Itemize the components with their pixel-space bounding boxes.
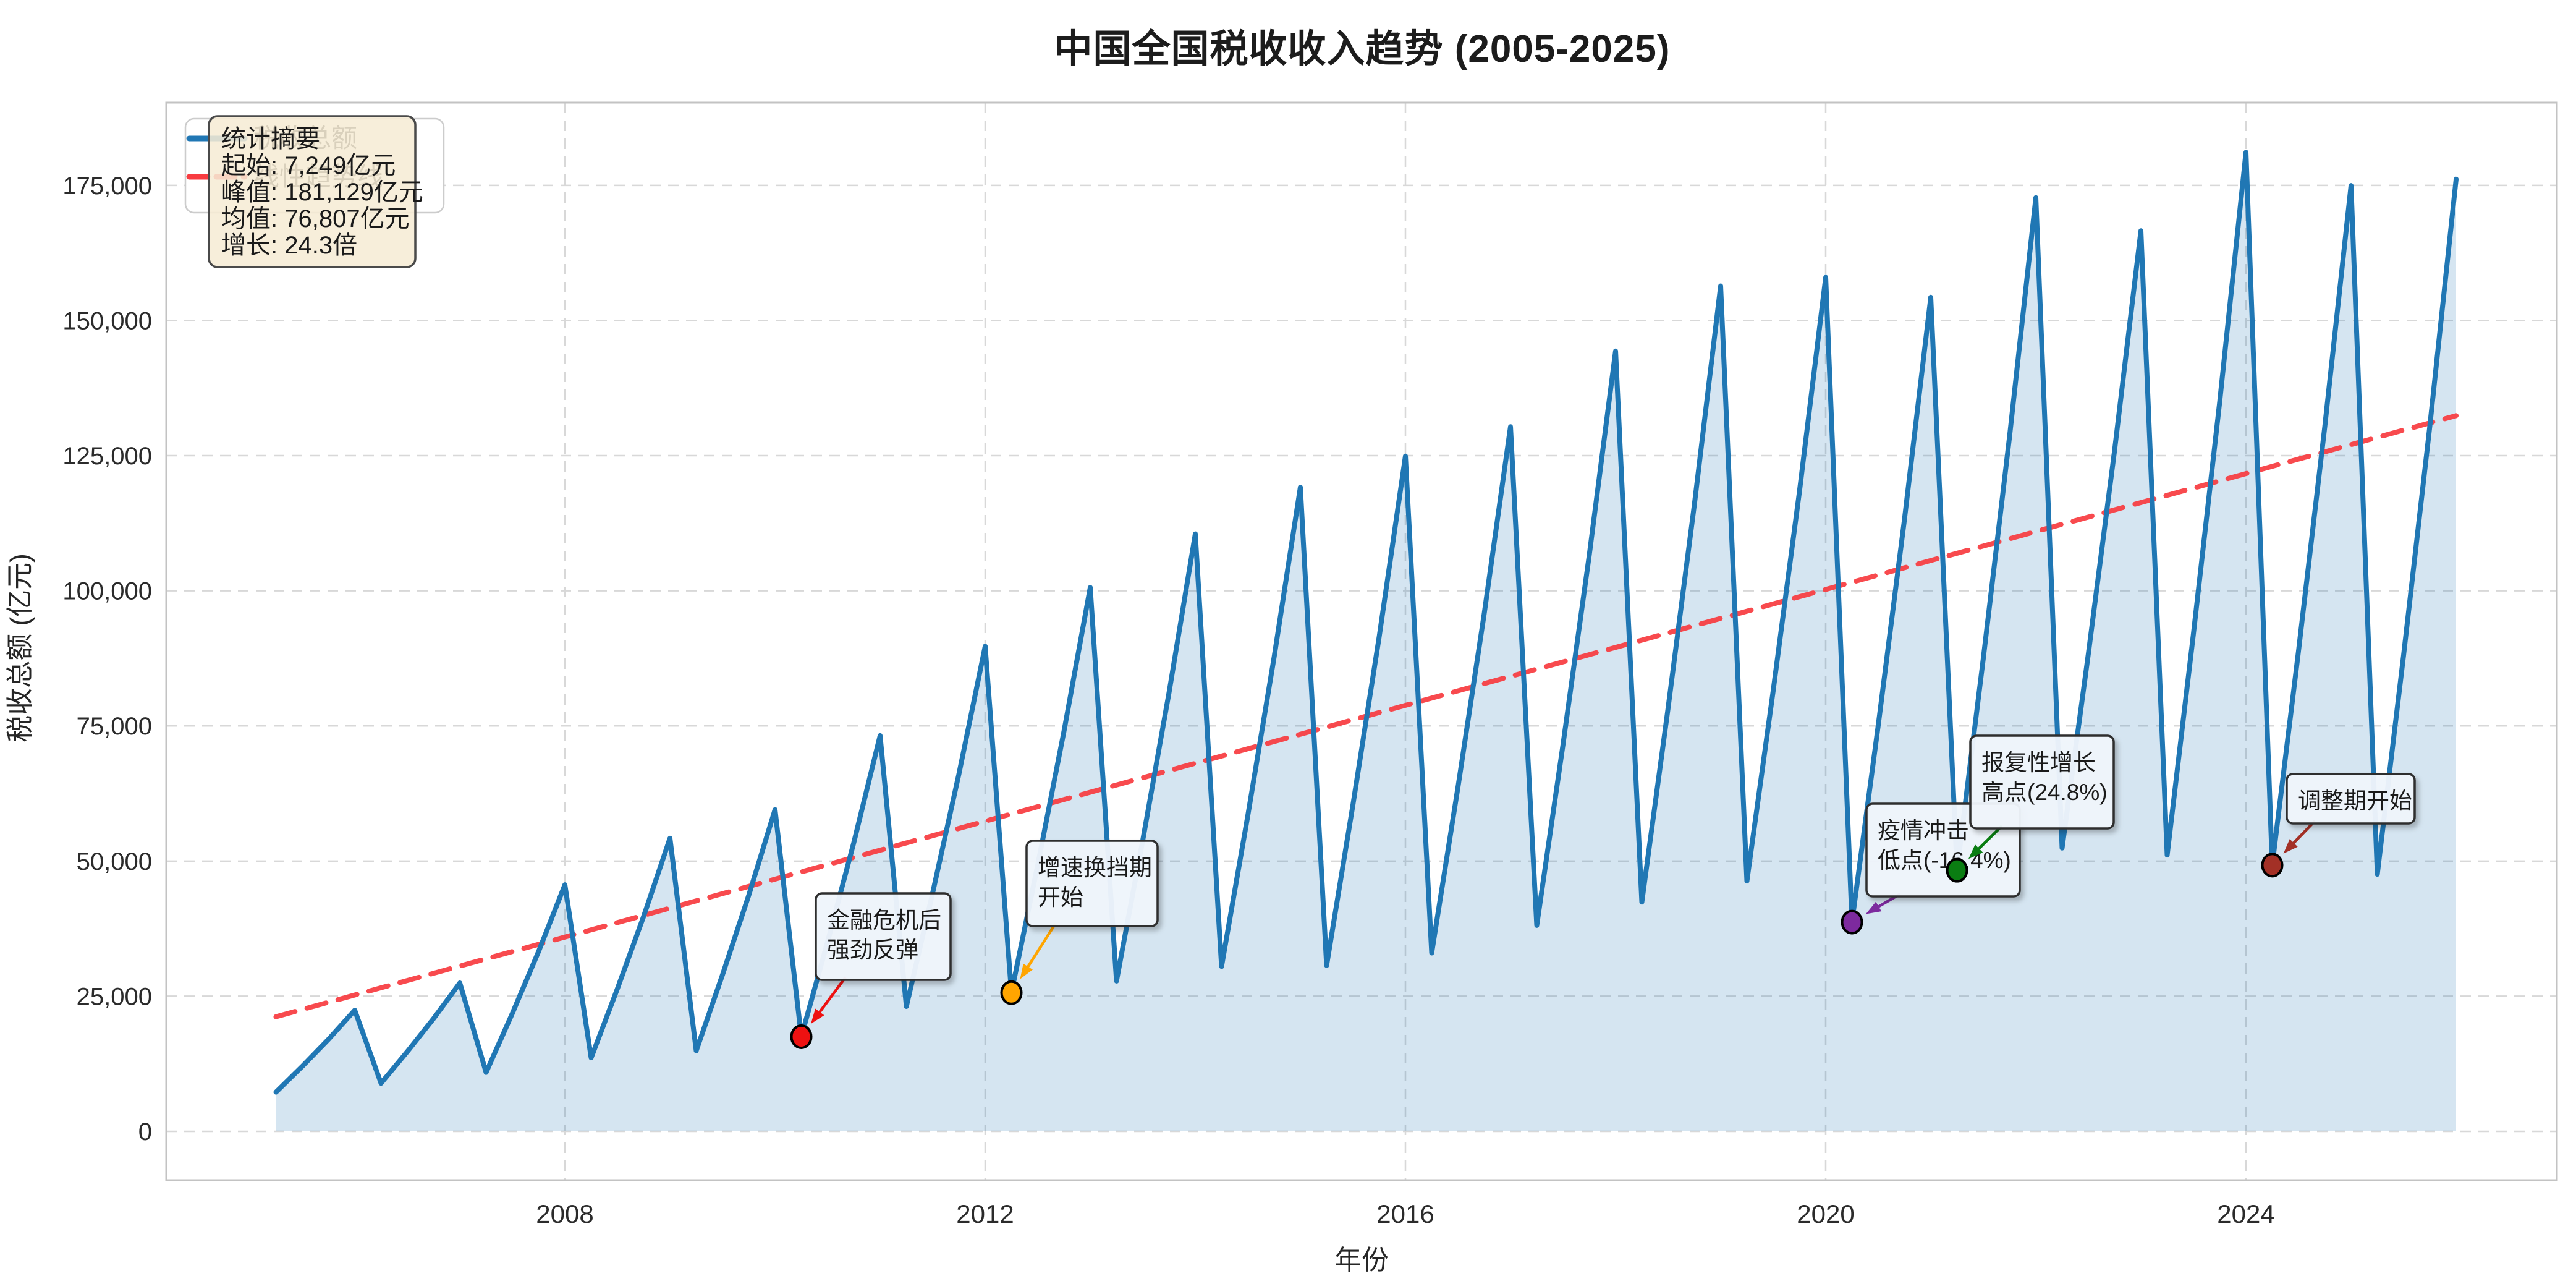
x-tick-label: 2016 [1376,1199,1434,1228]
x-axis-label: 年份 [1334,1245,1389,1275]
annotation-text: 调整期开始 [2298,788,2412,814]
x-tick-label: 2012 [956,1199,1014,1228]
annotation-box [1025,840,1159,927]
x-tick-label: 2024 [2217,1199,2274,1228]
axis-tick-labels: 0 25,000 50,000 75,000 100,000 125,000 150,000… [62,172,2274,1228]
stats-line: 起始: 7,249亿元 [221,152,396,179]
annotation-arrowhead [1865,901,1882,914]
y-tick-label: 50,000 [77,848,152,875]
annotation-box [2286,773,2416,825]
chart-title: 中国全国税收收入趋势 (2005-2025) [1054,28,1671,70]
y-tick-label: 100,000 [62,578,152,605]
annotation-dot [1000,980,1023,1005]
annotation-arrow [1022,922,1057,975]
plot-frame [165,101,2558,1181]
y-tick-label: 125,000 [62,443,152,470]
annotation-text: 报复性增长 [1981,750,2096,775]
annotation-dot [1946,857,1968,883]
stats-line: 峰值: 181,129亿元 [221,179,423,206]
y-tick-label: 175,000 [62,172,152,200]
annotation-text: 低点(-16.4%) [1878,848,2011,873]
x-tick-label: 2008 [536,1199,593,1228]
stats-box [208,115,417,268]
annotation-box [1969,734,2115,830]
annotation-arrowhead [2283,839,2298,854]
stats-line: 增长: 24.3倍 [221,232,357,259]
y-tick-label: 0 [138,1118,152,1146]
annotation-text: 疫情冲击 [1878,818,1969,843]
y-tick-label: 150,000 [62,307,152,334]
annotation-text: 强劲反弹 [827,937,918,963]
revenue-area-fill [276,152,2456,1131]
x-tick-label: 2020 [1797,1199,1854,1228]
annotation-text: 高点(24.8%) [1981,780,2108,805]
axes-spines [165,101,2558,1181]
revenue-line [273,150,2459,1095]
annotation-box [815,892,952,981]
annotation-dot [790,1024,813,1049]
y-tick-label: 25,000 [77,983,152,1010]
annotation-text: 金融危机后 [827,908,941,933]
stats-line: 统计摘要 [221,125,320,153]
annotation-arrowhead [1968,844,1983,859]
annotation-dot [2261,853,2284,878]
annotation-arrowhead [1020,963,1033,979]
y-tick-label: 75,000 [77,713,152,740]
annotation-text: 开始 [1038,885,1083,910]
y-axis-label: 税收总额 (亿元) [5,553,35,742]
stats-line: 均值: 76,807亿元 [221,205,410,232]
annotation-text: 增速换挡期 [1038,855,1152,880]
annotation-dot [1841,909,1863,935]
annotation-arrowhead [811,1008,824,1024]
